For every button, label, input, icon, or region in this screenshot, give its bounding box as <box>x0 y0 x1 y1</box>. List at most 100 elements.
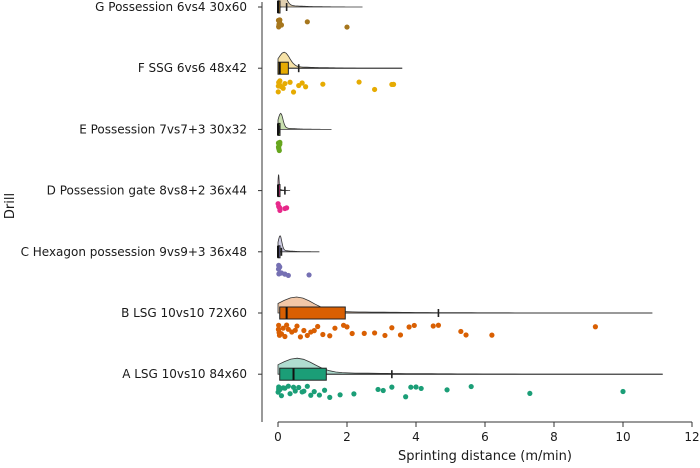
data-point-b <box>280 325 286 331</box>
data-point-b <box>430 323 436 329</box>
data-point-a <box>327 394 333 400</box>
density-cloud-g <box>277 0 363 8</box>
data-point-b <box>592 324 599 330</box>
data-point-a <box>308 392 314 398</box>
data-point-f <box>280 85 286 91</box>
data-point-a <box>278 393 285 399</box>
x-tick-label-2: 2 <box>343 430 351 444</box>
data-point-b <box>311 328 317 334</box>
data-point-c <box>277 264 283 270</box>
data-point-g <box>277 17 283 23</box>
data-point-f <box>372 86 378 93</box>
data-point-a <box>337 392 343 398</box>
data-point-a <box>413 384 419 390</box>
data-point-a <box>408 384 414 390</box>
data-point-b <box>397 332 404 338</box>
box-b <box>279 306 346 320</box>
data-point-b <box>349 330 355 337</box>
data-point-f <box>303 84 309 90</box>
data-point-e <box>276 144 282 150</box>
y-label-g: G Possession 6vs4 30x60 <box>95 0 247 14</box>
data-point-b <box>276 322 282 328</box>
y-axis-labels: G Possession 6vs4 30x60 F SSG 6vs6 48x42 E… <box>21 0 262 381</box>
data-point-b <box>489 332 495 338</box>
data-point-b <box>344 324 350 330</box>
x-tick-label-6: 6 <box>481 430 489 444</box>
density-cloud-a <box>277 357 663 375</box>
box-f <box>277 61 289 75</box>
data-point-b <box>458 328 464 335</box>
density-cloud-c <box>277 235 320 253</box>
data-point-a <box>304 383 310 389</box>
box-a <box>279 367 327 381</box>
data-point-e <box>275 140 282 146</box>
data-point-a <box>296 384 302 391</box>
x-axis-title: Sprinting distance (m/min) <box>398 449 572 464</box>
data-point-f <box>275 89 281 95</box>
data-point-a <box>321 387 328 393</box>
density-cloud-e <box>277 112 332 130</box>
x-tick-label-10: 10 <box>615 430 630 444</box>
data-point-b <box>382 332 388 339</box>
data-point-b <box>463 332 469 338</box>
data-point-f <box>287 79 293 85</box>
data-points <box>275 17 626 400</box>
data-point-f <box>290 89 297 95</box>
data-point-b <box>315 323 321 330</box>
data-point-b <box>304 332 310 339</box>
y-label-b: B LSG 10vs10 72X60 <box>121 306 247 320</box>
y-label-c: C Hexagon possession 9vs9+3 36x48 <box>21 245 247 259</box>
data-point-a <box>444 387 450 393</box>
data-point-c <box>306 272 312 278</box>
data-point-g <box>278 22 285 28</box>
data-point-b <box>320 331 326 338</box>
data-point-b <box>389 325 395 331</box>
data-point-d <box>284 205 290 211</box>
data-point-b <box>294 323 300 329</box>
data-point-b <box>297 334 304 340</box>
data-point-a <box>418 385 424 392</box>
data-point-b <box>361 330 367 336</box>
data-point-a <box>311 389 317 395</box>
density-cloud-f <box>277 51 403 69</box>
data-point-b <box>284 322 290 328</box>
data-point-a <box>287 391 293 397</box>
data-point-d <box>277 205 283 211</box>
x-axis-ticks: 0 2 4 6 8 10 12 <box>274 422 700 444</box>
y-label-a: A LSG 10vs10 84x60 <box>122 367 247 381</box>
data-point-f <box>320 81 326 87</box>
data-point-b <box>332 325 338 331</box>
data-point-a <box>316 392 322 398</box>
x-tick-label-12: 12 <box>684 430 699 444</box>
data-point-b <box>372 330 378 336</box>
boxplots <box>277 0 663 381</box>
data-point-b <box>327 333 333 339</box>
data-point-f <box>390 81 397 88</box>
data-point-b <box>282 333 288 340</box>
y-label-d: D Possession gate 8vs8+2 36x44 <box>47 184 247 198</box>
data-point-b <box>411 322 417 329</box>
data-point-a <box>285 383 291 389</box>
x-tick-label-0: 0 <box>274 430 282 444</box>
data-point-c <box>285 272 291 279</box>
data-point-f <box>299 80 305 86</box>
data-point-a <box>380 387 386 394</box>
y-label-e: E Possession 7vs7+3 30x32 <box>79 122 247 136</box>
y-axis-title: Drill <box>3 193 18 219</box>
x-tick-label-8: 8 <box>550 430 558 444</box>
data-point-a <box>389 384 395 390</box>
axes <box>261 2 692 423</box>
data-point-g <box>304 19 310 25</box>
data-point-f <box>356 79 362 85</box>
data-point-a <box>468 383 474 390</box>
data-point-b <box>301 327 307 334</box>
y-label-f: F SSG 6vs6 48x42 <box>138 61 247 75</box>
data-point-f <box>282 80 288 87</box>
data-point-a <box>292 388 298 394</box>
data-point-b <box>435 322 442 328</box>
x-tick-label-4: 4 <box>412 430 420 444</box>
data-point-g <box>344 24 350 30</box>
data-point-b <box>406 324 412 330</box>
data-point-a <box>301 388 307 394</box>
